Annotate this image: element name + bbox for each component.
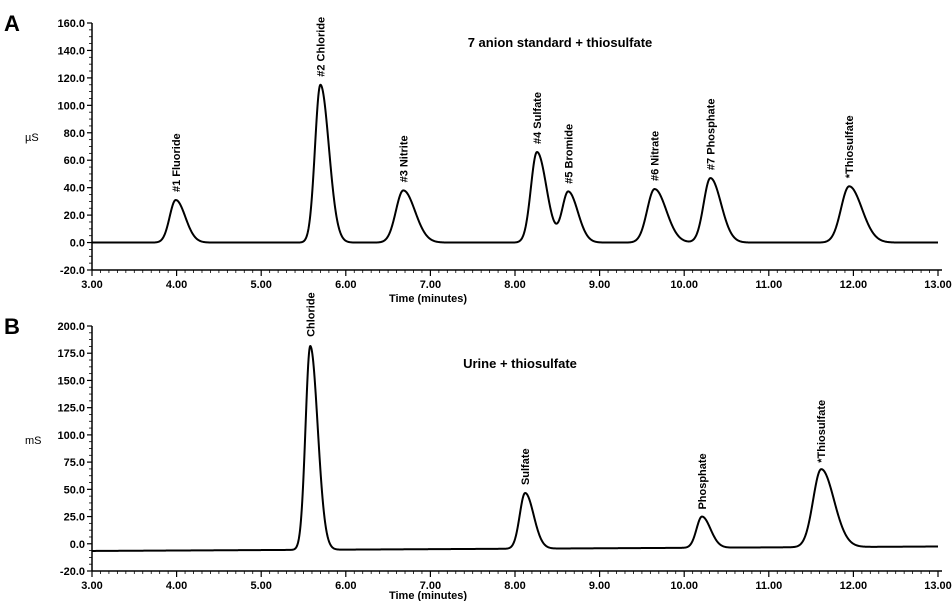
- peak-label: #6 Nitrate: [650, 131, 662, 181]
- panel-b-peak-labels: Chloride Sulfate Phosphate *Thiosulfate: [305, 292, 828, 509]
- panel-a-y-ticks: -20.0 0.0 20.0 40.0 60.0 80.0 100.0 120.0 140.0 1…: [57, 18, 92, 277]
- peak-label: Chloride: [305, 292, 317, 337]
- y-tick-label: 0.0: [70, 539, 85, 551]
- peak-label: *Thiosulfate: [844, 115, 856, 178]
- panel-letter-b: B: [4, 314, 20, 339]
- panel-b-y-ticks: -20.0 0.0 25.0 50.0 75.0 100.0 125.0 150.0 175.0…: [57, 321, 92, 578]
- peak-label: #4 Sulfate: [532, 92, 544, 144]
- x-tick-label: 11.00: [755, 580, 782, 592]
- peak-label: #7 Phosphate: [705, 99, 717, 171]
- x-tick-label: 6.00: [335, 580, 356, 592]
- y-tick-label: 200.0: [57, 321, 85, 333]
- peak-label: *Thiosulfate: [816, 400, 828, 463]
- y-tick-label: 150.0: [57, 375, 85, 387]
- y-tick-label: 40.0: [64, 183, 85, 195]
- y-tick-label: 160.0: [57, 18, 85, 30]
- panel-b-y-axis-label: mS: [25, 435, 42, 447]
- x-tick-label: 8.00: [504, 580, 525, 592]
- panel-a-y-axis-label: µS: [25, 132, 39, 144]
- y-tick-label: 100.0: [57, 430, 85, 442]
- peak-label: #1 Fluoride: [171, 133, 183, 192]
- peak-label: #5 Bromide: [563, 124, 575, 184]
- panel-a-title: 7 anion standard + thiosulfate: [468, 35, 653, 50]
- y-tick-label: 0.0: [70, 238, 85, 250]
- panel-a-peak-labels: #1 Fluoride #2 Chloride #3 Nitrite #4 Sulfa…: [171, 17, 856, 192]
- chromatogram-trace: [91, 345, 939, 552]
- x-tick-label: 10.00: [670, 279, 698, 291]
- x-tick-label: 5.00: [250, 279, 271, 291]
- x-tick-label: 9.00: [589, 279, 610, 291]
- panel-letter-a: A: [4, 11, 20, 36]
- x-tick-label: 13.00: [924, 580, 952, 592]
- panel-b: B Urine + thiosulfate mS Time (minutes) …: [4, 292, 952, 601]
- peak-label: #3 Nitrite: [398, 135, 410, 182]
- x-tick-label: 3.00: [81, 580, 102, 592]
- x-tick-label: 9.00: [589, 580, 610, 592]
- y-tick-label: -20.0: [60, 265, 85, 277]
- y-tick-label: 100.0: [57, 100, 85, 112]
- y-tick-label: 50.0: [64, 484, 85, 496]
- x-tick-label: 8.00: [504, 279, 525, 291]
- x-tick-label: 12.00: [840, 279, 868, 291]
- x-tick-label: 10.00: [670, 580, 698, 592]
- y-tick-label: -20.0: [60, 566, 85, 578]
- panel-b-x-ticks: 3.00 4.00 5.00 6.00 7.00 8.00 9.00 10.00 11.00 12…: [81, 571, 952, 592]
- x-tick-label: 6.00: [335, 279, 356, 291]
- x-tick-label: 7.00: [420, 279, 441, 291]
- peak-label: Phosphate: [697, 453, 709, 509]
- y-tick-label: 140.0: [57, 45, 85, 57]
- panel-b-title: Urine + thiosulfate: [463, 356, 577, 371]
- x-tick-label: 4.00: [166, 580, 187, 592]
- chromatogram-trace: [91, 83, 939, 244]
- y-tick-label: 20.0: [64, 210, 85, 222]
- panel-a: A 7 anion standard + thiosulfate µS Time…: [4, 11, 952, 305]
- peak-label: #2 Chloride: [315, 17, 327, 77]
- y-tick-label: 175.0: [57, 348, 85, 360]
- peak-label: Sulfate: [520, 448, 532, 485]
- y-tick-label: 25.0: [64, 512, 85, 524]
- x-tick-label: 4.00: [166, 279, 187, 291]
- x-tick-label: 11.00: [755, 279, 782, 291]
- panel-a-x-axis-title: Time (minutes): [389, 293, 467, 305]
- x-tick-label: 5.00: [250, 580, 271, 592]
- y-tick-label: 75.0: [64, 457, 85, 469]
- x-tick-label: 7.00: [420, 580, 441, 592]
- x-tick-label: 12.00: [840, 580, 868, 592]
- panel-b-x-axis-title: Time (minutes): [389, 590, 467, 601]
- panel-a-x-ticks: 3.00 4.00 5.00 6.00 7.00 8.00 9.00 10.00 11.00 12…: [81, 270, 952, 291]
- x-tick-label: 3.00: [81, 279, 102, 291]
- x-tick-label: 13.00: [924, 279, 952, 291]
- y-tick-label: 80.0: [64, 128, 85, 140]
- y-tick-label: 120.0: [57, 73, 85, 85]
- y-tick-label: 60.0: [64, 155, 85, 167]
- y-tick-label: 125.0: [57, 403, 85, 415]
